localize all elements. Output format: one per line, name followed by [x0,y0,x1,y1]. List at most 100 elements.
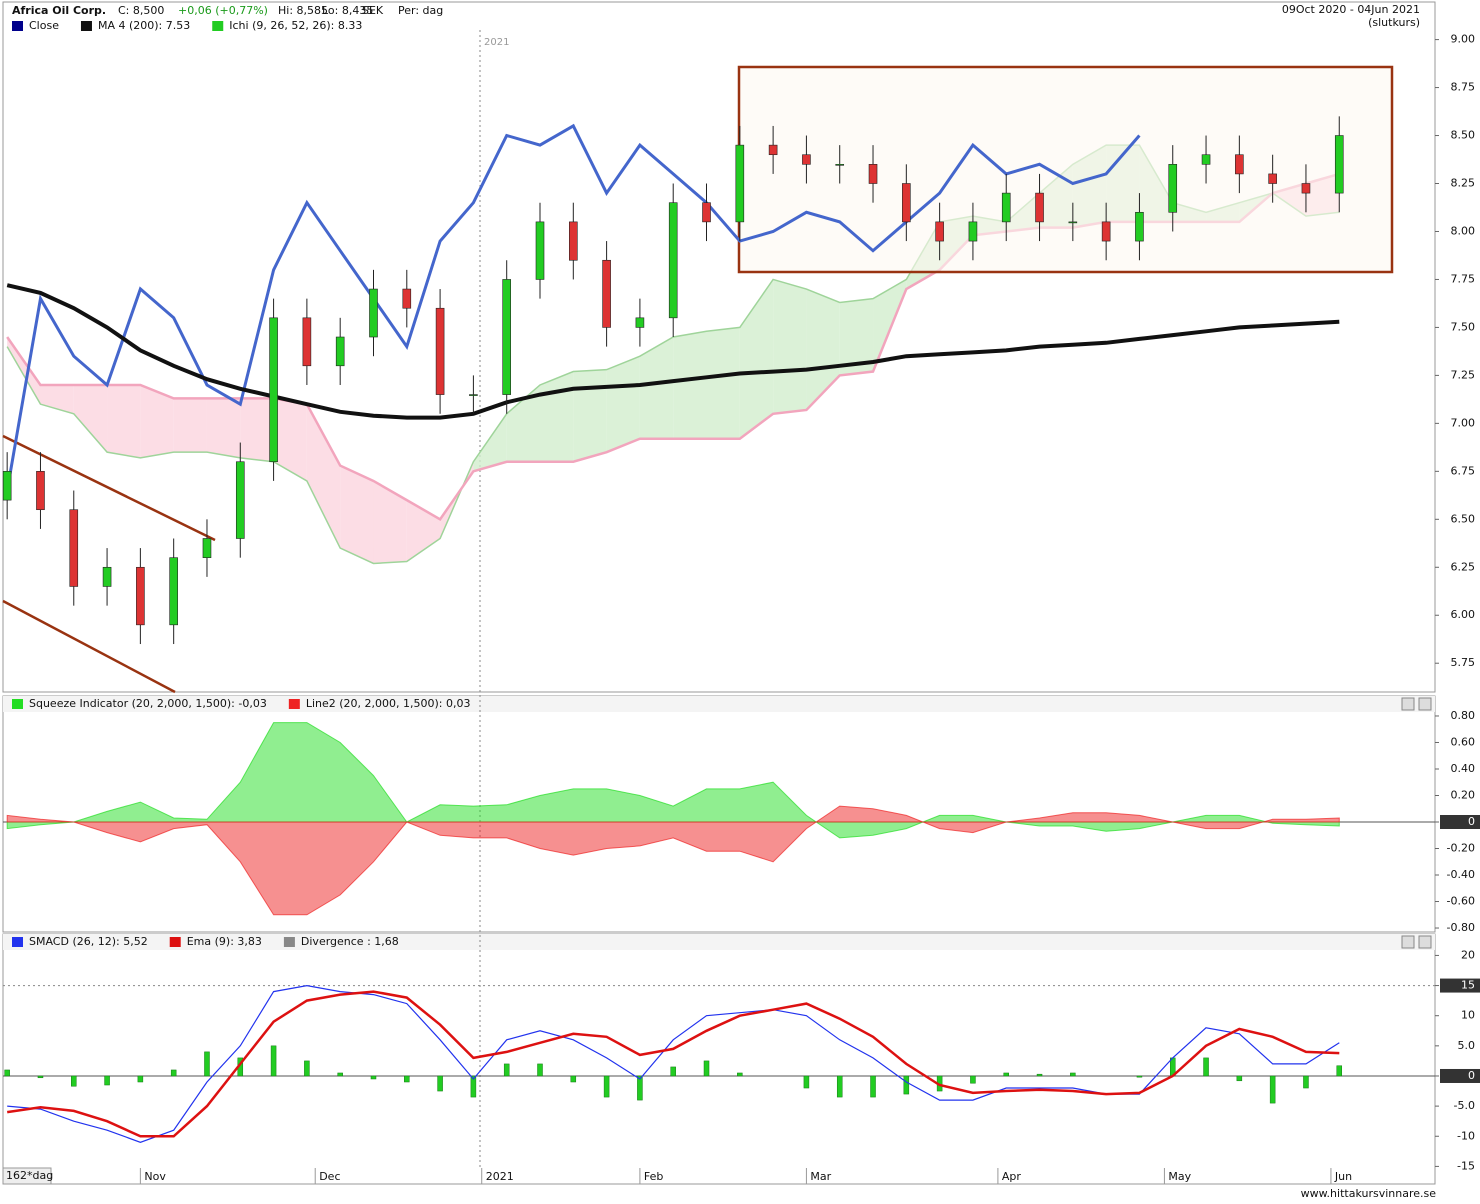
divergence-bar [570,1075,577,1083]
trend-line [2,434,216,542]
x-tick-label: Mar [810,1170,831,1183]
legend-swatch [288,699,300,709]
candle-body [1068,221,1078,224]
divergence-bar [1070,1072,1076,1077]
divergence-bar [470,1075,477,1098]
y-tick-label: -0.80 [1447,921,1475,934]
cloud-segment [639,337,674,439]
y-tick-label: 10 [1461,1009,1475,1022]
settings-button[interactable] [1401,697,1415,711]
change-quote: +0,06 (+0,77%) [178,4,268,17]
divergence-bar [870,1075,876,1098]
y-tick-highlight [1440,1068,1480,1083]
y-tick-label: 15 [1461,979,1475,992]
candle-body [1101,221,1111,242]
plot-layer: 9.00 8.75 8.50 8.25 8.00 7.75 7.50 7.25 7.00 6.75… [3,21,1480,1172]
y-tick-label: 8.50 [1451,129,1476,142]
cloud-segment [473,413,507,472]
divergence-bar [703,1060,710,1077]
cloud-segment [140,384,174,458]
year-marker: 2021 [484,37,509,48]
divergence-bar [537,1063,543,1077]
cloud-segment [673,331,707,439]
candle-body [169,557,178,626]
x-tick-label: May [1168,1170,1191,1183]
divergence-bar [270,1045,277,1077]
divergence-bar [836,1075,843,1098]
y-tick-label: 8.75 [1451,81,1476,94]
cloud-segment [540,371,574,462]
candle-body [102,566,112,587]
close-button[interactable] [1418,935,1432,949]
cloud-segment [773,279,807,414]
divergence-bar [1236,1075,1243,1082]
panel-header [3,934,1435,950]
y-tick-label: 7.50 [1451,320,1476,333]
price-note: (slutkurs) [1368,16,1420,29]
divergence-bar [404,1075,410,1083]
stock-title: Africa Oil Corp. [12,4,106,17]
cloud-segment [806,289,840,410]
series-line [7,990,1340,1138]
cloud-segment [340,465,374,564]
legend-label: MA 4 (200): 7.53 [98,19,190,32]
candle-body [402,288,412,309]
low-quote: Lo: 8,435 [322,4,373,17]
candle-body [902,183,911,223]
y-tick-label: 0.40 [1451,762,1476,775]
divergence-bar [1303,1075,1309,1089]
divergence-bar [1003,1072,1009,1077]
cloud-segment [73,384,108,453]
candle-body [69,509,79,587]
overlay: Close MA 4 (200): 7.53 Ichi (9, 26, 52, 26… [2,19,1352,1184]
cloud-segment [739,279,774,439]
divergence-bar [71,1075,77,1087]
y-tick-label: 20 [1461,948,1475,961]
y-tick-label: -0.40 [1447,868,1475,881]
candle-body [335,336,345,367]
cloud-segment [7,337,41,405]
candle-body [1201,154,1211,165]
y-tick-label: 8.25 [1451,177,1476,190]
cloud-segment [706,327,740,439]
area [6,722,1340,839]
legend-label: Close [29,19,59,32]
divergence-bar [970,1075,976,1084]
legend-swatch [80,21,92,31]
divergence-bar [1036,1073,1043,1077]
divergence-bar [337,1072,343,1077]
y-tick-label: 5.75 [1451,656,1476,669]
legend-swatch [12,937,23,947]
y-tick-label: 6.25 [1451,560,1476,573]
divergence-bar [370,1075,377,1080]
legend-label: Divergence : 1,68 [301,935,399,948]
y-tick-label: 0 [1468,815,1475,828]
candle-body [269,317,278,463]
cloud-segment [240,398,274,462]
divergence-bar [803,1075,810,1089]
candle-body [136,566,145,626]
divergence-bar [503,1063,510,1077]
cloud-segment [273,398,307,481]
days-label: 162*dag [6,1169,53,1182]
y-tick-label: -5.0 [1454,1099,1475,1112]
divergence-bar [137,1075,144,1083]
candle-body [36,471,45,511]
range-box [737,65,1394,274]
y-tick-label: 6.50 [1451,512,1476,525]
legend-swatch [212,21,224,31]
y-tick-label: 6.00 [1451,608,1476,621]
settings-button[interactable] [1401,935,1415,949]
candle-body [702,202,711,223]
cloud-segment [306,404,341,549]
close-button[interactable] [1418,697,1432,711]
y-tick-label: 0.80 [1451,709,1476,722]
footer: www.hittakursvinnare.se [1301,1187,1437,1200]
y-tick-label: -10 [1457,1129,1475,1142]
divergence-bar [37,1075,44,1079]
currency: SEK [362,4,384,17]
candle-body [1268,173,1277,184]
candle-body [435,307,445,395]
price-panel-frame [2,1,1436,693]
